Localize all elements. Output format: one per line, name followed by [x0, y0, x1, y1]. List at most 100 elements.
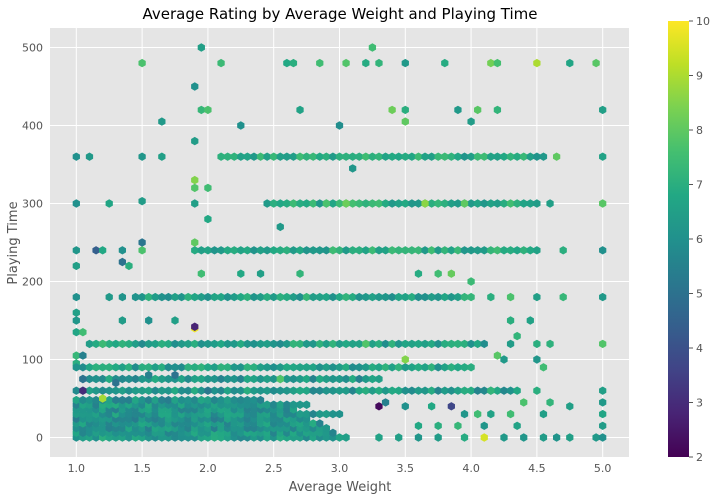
hex-cell — [191, 199, 199, 208]
hex-cell — [270, 363, 278, 372]
hex-cell — [500, 199, 508, 208]
hex-cell — [500, 433, 508, 442]
hex-cell — [158, 152, 166, 161]
hex-cell — [316, 246, 324, 255]
colorbar-tick-label: 2 — [696, 451, 703, 464]
hex-cell — [237, 374, 245, 384]
hex-cell — [92, 246, 100, 255]
hex-cell — [375, 339, 383, 349]
hex-cell — [375, 292, 383, 302]
hex-cell — [362, 374, 370, 384]
hex-cell — [204, 292, 212, 302]
hex-cell — [427, 339, 436, 349]
hex-cell — [316, 58, 324, 68]
hex-cell — [79, 386, 87, 395]
hex-cell — [270, 386, 278, 395]
hex-cell — [533, 339, 541, 349]
hex-cell — [460, 199, 469, 208]
hex-cell — [105, 339, 113, 349]
hex-cell — [395, 246, 403, 255]
hex-cell — [401, 105, 409, 115]
hex-cell — [85, 386, 94, 395]
hex-cell — [493, 58, 502, 68]
hex-cell — [151, 395, 159, 405]
hex-cell — [349, 339, 357, 349]
hex-cell — [217, 395, 225, 405]
hex-cell — [316, 152, 324, 161]
hex-cell — [309, 246, 317, 255]
hex-cell — [401, 58, 409, 68]
hex-cell — [256, 292, 265, 302]
hex-cell — [276, 152, 284, 161]
hex-cell — [401, 402, 409, 411]
hex-cell — [408, 386, 416, 395]
hex-cell — [349, 164, 357, 173]
hex-cell — [283, 339, 291, 349]
hex-cell — [283, 246, 291, 255]
hex-cell — [191, 246, 199, 255]
hex-cell — [270, 246, 278, 255]
hex-cell — [474, 339, 482, 349]
hex-cell — [599, 409, 607, 419]
hex-cell — [427, 152, 436, 161]
hex-cell — [302, 400, 311, 409]
hex-cell — [184, 292, 192, 302]
hex-cell — [362, 246, 370, 255]
hex-cell — [559, 246, 567, 255]
hex-cell — [309, 199, 317, 208]
hex-cell — [79, 328, 87, 337]
hex-cell — [197, 269, 205, 278]
hex-cell — [276, 339, 284, 349]
hex-cell — [263, 339, 271, 349]
colorbar-tick-label: 7 — [696, 179, 703, 192]
hex-cell — [421, 199, 429, 208]
hex-cell — [72, 199, 80, 208]
x-tick-label: 2.5 — [265, 462, 283, 475]
hex-cell — [500, 355, 508, 364]
hex-cell — [474, 105, 482, 115]
hex-cell — [92, 395, 100, 405]
hex-cell — [342, 152, 350, 161]
hex-cell — [131, 386, 140, 395]
hex-cell — [316, 363, 324, 372]
hex-cell — [270, 339, 278, 349]
hex-cell — [421, 292, 429, 302]
hex-cell — [454, 246, 462, 255]
hex-cell — [355, 199, 363, 208]
hex-cell — [210, 386, 219, 395]
hex-cell — [454, 421, 462, 430]
hex-cell — [395, 339, 403, 349]
hex-cell — [316, 199, 324, 208]
hex-cell — [105, 374, 113, 384]
hex-cell — [592, 433, 600, 442]
hex-cell — [408, 363, 416, 372]
hex-cell — [599, 199, 607, 208]
x-tick-label: 1.0 — [68, 462, 86, 475]
hex-cell — [302, 363, 311, 372]
colorbar-tick-label: 3 — [696, 397, 703, 410]
hex-cell — [322, 339, 330, 349]
hex-cell — [263, 292, 271, 302]
hex-cell — [533, 355, 541, 364]
hex-cell — [526, 316, 534, 325]
hex-cell — [362, 339, 370, 349]
hex-cell — [171, 339, 179, 349]
hex-cell — [263, 386, 271, 395]
y-axis-label: Playing Time — [6, 201, 21, 284]
hex-cell — [335, 409, 344, 419]
hex-cell — [302, 292, 311, 302]
hex-cell — [335, 199, 344, 208]
hex-cell — [520, 433, 528, 442]
hex-cell — [322, 292, 330, 302]
hex-cell — [296, 374, 304, 384]
hex-cell — [381, 398, 390, 407]
colorbar-tick-label: 8 — [696, 124, 703, 137]
hex-cell — [237, 386, 245, 395]
hex-cell — [441, 339, 449, 349]
hex-cell — [256, 374, 265, 384]
hex-cell — [158, 292, 166, 302]
hex-cell — [395, 292, 403, 302]
hex-cell — [546, 339, 554, 349]
hex-cell — [467, 363, 475, 372]
